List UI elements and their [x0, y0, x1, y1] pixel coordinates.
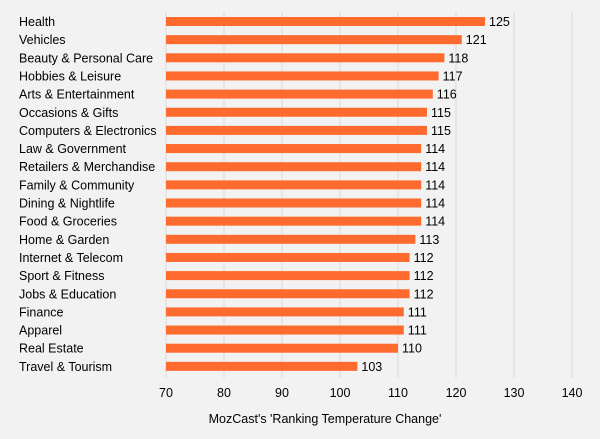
category-label: Apparel	[19, 324, 62, 338]
category-label: Sport & Fitness	[19, 269, 104, 283]
bar	[166, 198, 422, 208]
gridlines	[165, 12, 573, 378]
bar	[166, 71, 439, 81]
data-label: 112	[414, 269, 434, 283]
x-tick-label: 80	[217, 386, 231, 400]
x-tick-label: 110	[388, 386, 408, 400]
category-label: Jobs & Education	[19, 287, 116, 301]
data-label: 111	[408, 324, 427, 338]
x-tick-label: 90	[275, 386, 289, 400]
category-label: Home & Garden	[19, 233, 109, 247]
bar	[166, 216, 422, 226]
bar	[166, 107, 427, 117]
bar	[166, 289, 410, 299]
data-label: 121	[466, 33, 487, 47]
x-tick-label: 140	[562, 386, 583, 400]
bar	[166, 361, 358, 371]
bar	[166, 252, 410, 262]
bar	[166, 180, 422, 190]
category-label: Vehicles	[19, 33, 66, 47]
data-label: 113	[419, 233, 439, 247]
x-tick-label: 120	[446, 386, 467, 400]
data-label: 115	[431, 106, 451, 120]
bars	[166, 17, 485, 371]
data-label: 114	[425, 197, 445, 211]
category-label: Computers & Electronics	[19, 124, 157, 138]
data-label: 114	[425, 160, 445, 174]
x-axis-ticks: 70 80 90 100 110 120 130 140	[159, 386, 582, 400]
bar	[166, 271, 410, 281]
bar	[166, 325, 404, 335]
data-label: 114	[425, 178, 445, 192]
data-label: 110	[402, 342, 422, 356]
bar	[166, 144, 422, 154]
bar	[166, 53, 445, 63]
category-label: Arts & Entertainment	[19, 88, 135, 102]
data-label: 111	[408, 305, 427, 319]
category-label: Finance	[19, 305, 64, 319]
data-label: 114	[425, 142, 445, 156]
data-label: 118	[448, 51, 468, 65]
data-label: 117	[443, 69, 463, 83]
x-tick-label: 100	[330, 386, 351, 400]
category-label: Health	[19, 15, 55, 29]
category-label: Law & Government	[19, 142, 127, 156]
category-label: Food & Groceries	[19, 215, 117, 229]
bar	[166, 343, 398, 353]
category-label: Real Estate	[19, 342, 84, 356]
bar	[166, 162, 422, 172]
category-label: Beauty & Personal Care	[19, 51, 153, 65]
data-label: 112	[414, 287, 434, 301]
bar	[166, 35, 462, 45]
data-label: 114	[425, 215, 445, 229]
category-label: Retailers & Merchandise	[19, 160, 155, 174]
data-label: 112	[414, 251, 434, 265]
data-label: 115	[431, 124, 451, 138]
x-tick-label: 70	[159, 386, 173, 400]
category-label: Travel & Tourism	[19, 360, 112, 374]
bar	[166, 89, 433, 99]
category-label: Internet & Telecom	[19, 251, 123, 265]
data-label: 116	[437, 88, 457, 102]
data-label: 125	[489, 15, 510, 29]
bar	[166, 125, 427, 135]
category-labels: Health Vehicles Beauty & Personal Care Hobb…	[19, 15, 157, 374]
bar	[166, 307, 404, 317]
category-label: Family & Community	[19, 178, 135, 192]
x-tick-label: 130	[504, 386, 525, 400]
category-label: Occasions & Gifts	[19, 106, 118, 120]
bar	[166, 234, 416, 244]
category-label: Dining & Nightlife	[19, 197, 115, 211]
data-label: 103	[361, 360, 382, 374]
bar	[166, 17, 485, 26]
x-axis-title: MozCast's 'Ranking Temperature Change'	[209, 412, 442, 426]
category-label: Hobbies & Leisure	[19, 69, 121, 83]
